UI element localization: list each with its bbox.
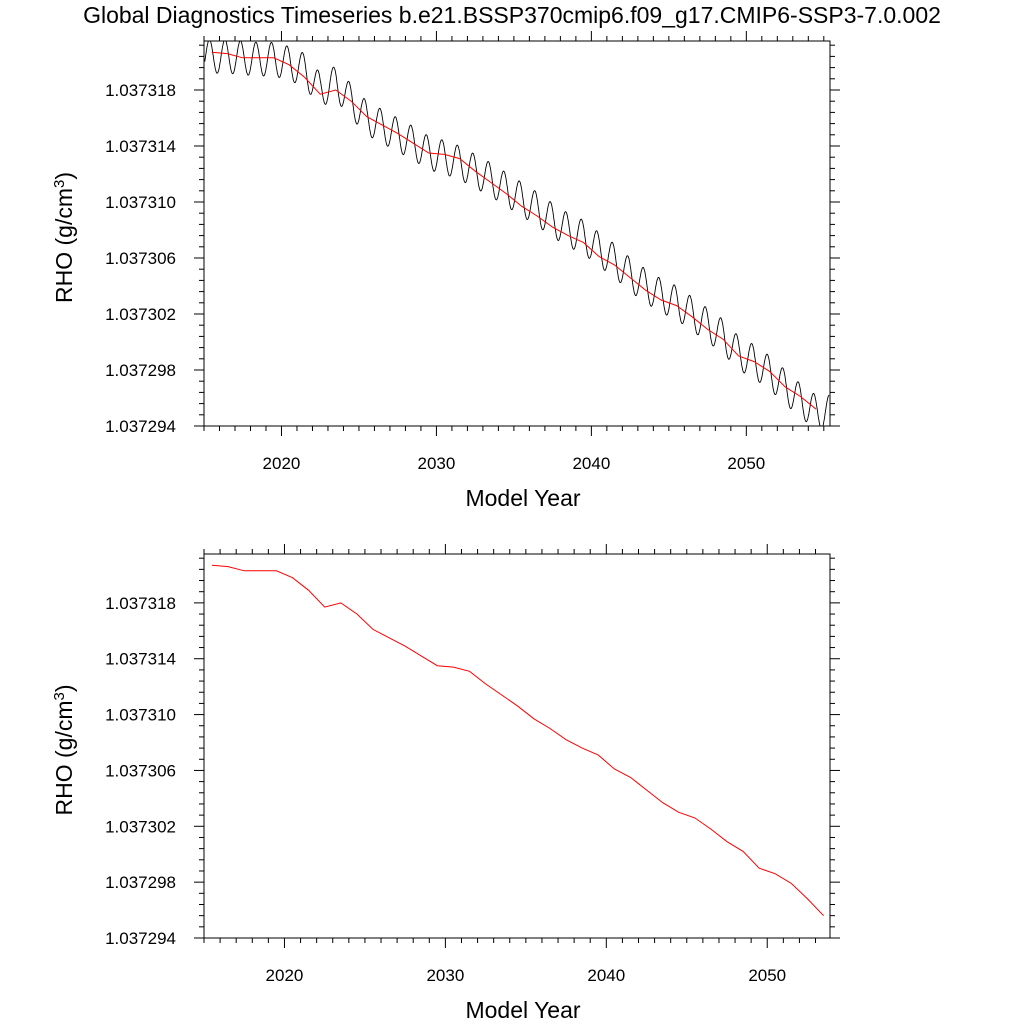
y-tick-label: 1.037298 bbox=[105, 361, 176, 380]
series-line-monthly bbox=[205, 41, 829, 426]
x-tick-label: 2050 bbox=[727, 454, 765, 473]
x-axis-title: Model Year bbox=[465, 997, 580, 1023]
series-line-annual bbox=[212, 52, 816, 409]
bottom-panel: 2020 2030 2040 2050 1.037294 1.037298 1.037302… bbox=[51, 544, 840, 1023]
x-tick-label: 2020 bbox=[263, 454, 301, 473]
x-axis-title: Model Year bbox=[465, 485, 580, 511]
y-tick-label: 1.037318 bbox=[105, 594, 176, 613]
y-tick-label: 1.037294 bbox=[105, 929, 176, 948]
top-panel: 2020 2030 2040 2050 1.037294 1.037298 1.037302… bbox=[51, 31, 840, 511]
x-tick-label: 2050 bbox=[748, 966, 786, 985]
figure-canvas: 2020 2030 2040 2050 1.037294 1.037298 1.037302… bbox=[0, 0, 1024, 1024]
y-tick-label: 1.037302 bbox=[105, 305, 176, 324]
series-line-annual bbox=[212, 565, 824, 916]
y-tick-label: 1.037306 bbox=[105, 761, 176, 780]
x-tick-label: 2030 bbox=[426, 966, 464, 985]
x-tick-label: 2020 bbox=[266, 966, 304, 985]
plot-frame bbox=[204, 554, 830, 938]
plot-frame bbox=[204, 41, 830, 426]
y-tick-label: 1.037294 bbox=[105, 417, 176, 436]
y-axis-title: RHO (g/cm3) bbox=[51, 684, 77, 815]
y-tick-label: 1.037310 bbox=[105, 193, 176, 212]
y-tick-label: 1.037310 bbox=[105, 706, 176, 725]
y-tick-label: 1.037314 bbox=[105, 650, 176, 669]
y-tick-label: 1.037302 bbox=[105, 817, 176, 836]
x-tick-label: 2030 bbox=[418, 454, 456, 473]
y-tick-label: 1.037298 bbox=[105, 873, 176, 892]
y-tick-label: 1.037318 bbox=[105, 81, 176, 100]
x-tick-label: 2040 bbox=[587, 966, 625, 985]
y-tick-label: 1.037306 bbox=[105, 249, 176, 268]
x-tick-label: 2040 bbox=[572, 454, 610, 473]
y-axis-title: RHO (g/cm3) bbox=[51, 172, 77, 303]
y-tick-label: 1.037314 bbox=[105, 137, 176, 156]
